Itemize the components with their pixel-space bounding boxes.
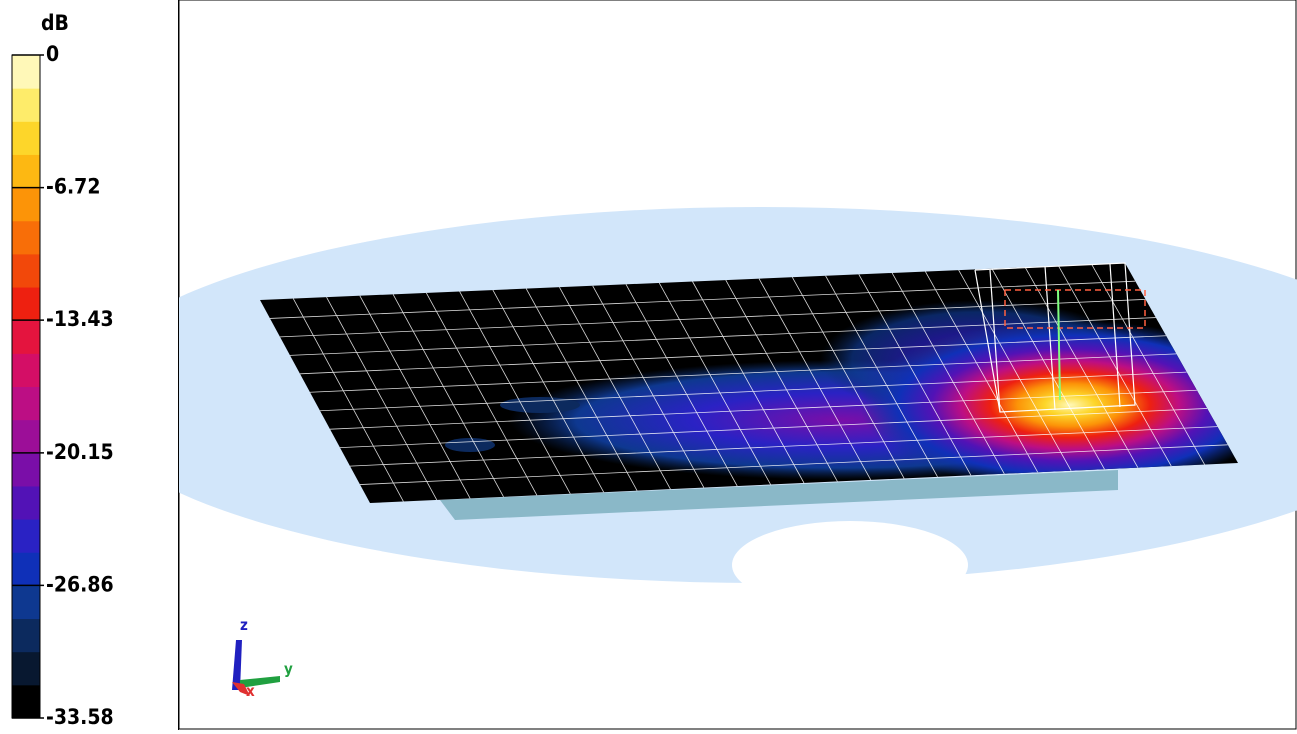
source-box (1004, 289, 1146, 329)
grid-line (758, 278, 872, 481)
grid-line (289, 317, 1156, 356)
color-band (12, 121, 40, 155)
color-band (12, 485, 40, 520)
color-band (12, 253, 40, 288)
color-band (12, 552, 40, 586)
grid-line (339, 408, 1208, 449)
grid-line (279, 298, 1146, 338)
grid-line (1058, 265, 1172, 467)
grid-line (858, 274, 972, 476)
plate-base (440, 470, 1118, 520)
color-band (12, 618, 40, 653)
grid-line (891, 272, 1005, 474)
plate-grid (269, 264, 1228, 502)
grid-line (725, 279, 838, 482)
grid-line (825, 275, 938, 478)
color-band (12, 386, 40, 421)
colorbar-tick-label: -13.43 (46, 307, 114, 331)
grid-line (329, 389, 1197, 430)
grid-line (958, 269, 1072, 471)
grid-line (692, 281, 805, 484)
grid-line (559, 286, 671, 490)
colorbar-tick-label: -6.72 (46, 175, 100, 199)
color-band (12, 154, 40, 189)
grid-line (359, 444, 1228, 485)
colorbar-unit: dB (41, 11, 69, 35)
color-band (12, 88, 40, 122)
grid-line (326, 296, 438, 501)
grid-line (991, 268, 1105, 470)
grid-line (392, 294, 504, 498)
color-band (12, 287, 40, 321)
grid-line (309, 353, 1177, 393)
grid-line (459, 291, 571, 494)
probe (1057, 289, 1061, 401)
field (445, 300, 1238, 490)
grid-line (292, 298, 404, 502)
grid-line (359, 295, 471, 499)
colorbar: 0 -6.72 -13.43 -20.15 -26.86 -33.58 (11, 42, 114, 729)
grid-line (1024, 267, 1139, 468)
axis-z: z (240, 616, 248, 634)
grid-line (525, 288, 638, 491)
grid-line (625, 284, 738, 487)
color-band (12, 320, 40, 354)
axis-y: y (284, 660, 293, 678)
axis-x: x (246, 682, 255, 700)
grid-line (658, 282, 771, 485)
grid-line (425, 292, 538, 496)
color-band (12, 419, 40, 454)
color-band (12, 684, 40, 719)
axis-triad: z y x (232, 616, 293, 700)
color-band (12, 353, 40, 387)
color-band (12, 585, 40, 620)
grid-line (791, 277, 905, 479)
colorbar-tick-label: -33.58 (46, 705, 114, 729)
colorbar-tick-label: 0 (46, 42, 59, 66)
color-band (12, 187, 40, 222)
scene (179, 207, 1297, 609)
color-band (12, 55, 40, 89)
grid-line (1091, 264, 1205, 465)
grid-line (349, 426, 1218, 467)
color-band (12, 519, 40, 553)
color-band (12, 651, 40, 686)
colorbar-tick-label: -20.15 (46, 440, 114, 464)
ground-notch (732, 521, 968, 609)
color-band (12, 220, 40, 255)
colorbar-tick-label: -26.86 (46, 572, 114, 596)
grid-line (492, 289, 605, 493)
color-band (12, 452, 40, 487)
grid-line (319, 371, 1187, 412)
grid-line (592, 285, 705, 488)
grid-line (925, 271, 1039, 473)
grid-line (299, 335, 1167, 375)
